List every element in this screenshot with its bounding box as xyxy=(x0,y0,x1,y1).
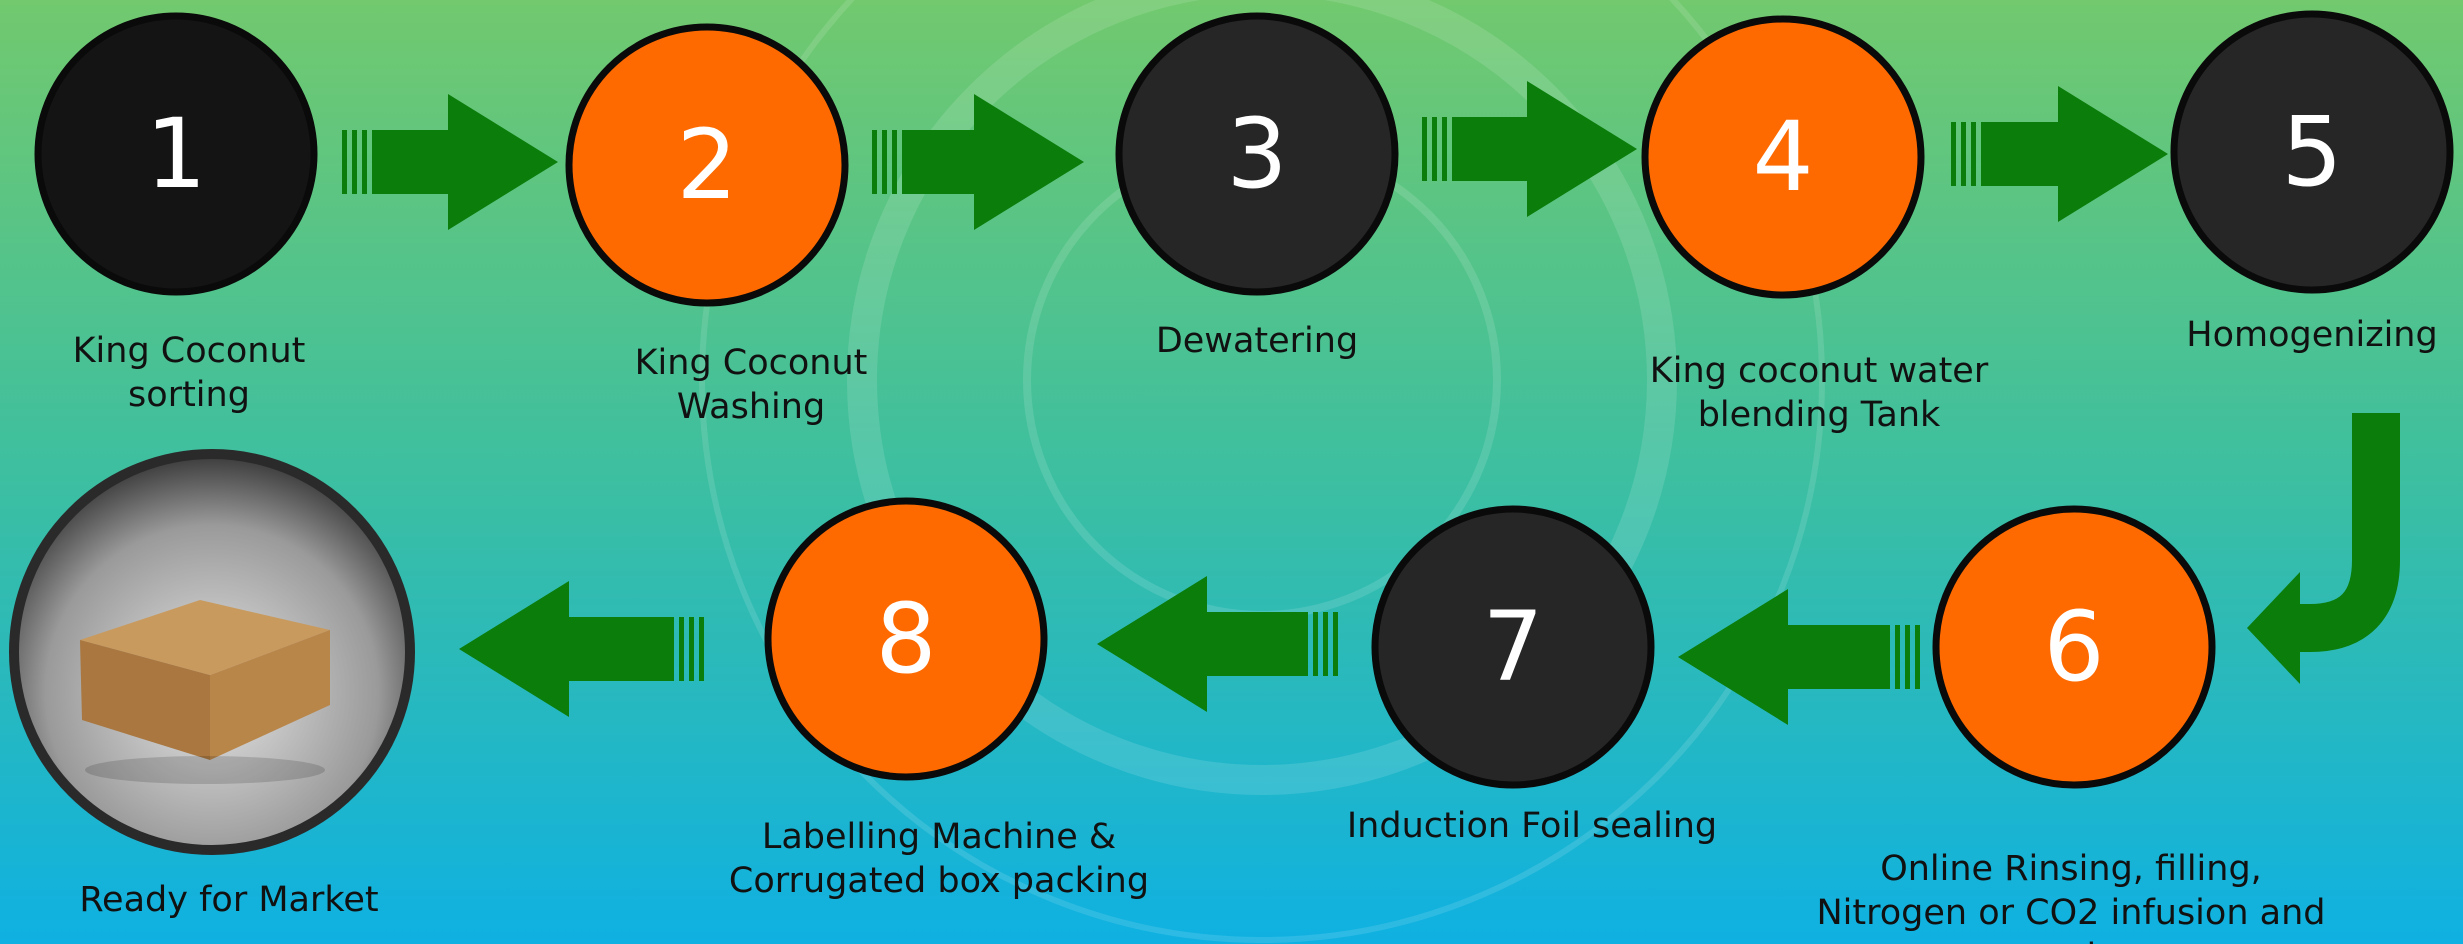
step-number: 8 xyxy=(875,583,936,695)
step-number: 2 xyxy=(676,109,737,221)
arrow-stripe xyxy=(699,617,704,681)
arrow-body xyxy=(1452,117,1527,181)
step-label: Corrugated box packing xyxy=(729,861,1149,901)
arrow-body xyxy=(569,617,674,681)
step-label: capping xyxy=(2001,937,2140,944)
arrow-stripe xyxy=(1323,612,1328,676)
arrow-stripe xyxy=(362,130,367,194)
arrow-stripe xyxy=(872,130,877,194)
arrow-stripe xyxy=(1442,117,1447,181)
step-label: King coconut water xyxy=(1650,351,1989,391)
arrow-stripe xyxy=(1333,612,1338,676)
step-number: 3 xyxy=(1226,98,1287,210)
arrow-stripe xyxy=(679,617,684,681)
arrow-stripe xyxy=(882,130,887,194)
step-label: Homogenizing xyxy=(2186,315,2437,355)
final-image xyxy=(14,454,410,850)
arrow-stripe xyxy=(1422,117,1427,181)
arrow-stripe xyxy=(689,617,694,681)
arrow-stripe xyxy=(1915,625,1920,689)
arrow-stripe xyxy=(1961,122,1966,186)
box-shadow xyxy=(85,756,325,784)
arrow-stripe xyxy=(342,130,347,194)
arrow-body xyxy=(902,130,974,194)
step-label: King Coconut xyxy=(73,331,306,371)
step-number: 5 xyxy=(2281,96,2342,208)
arrow-stripe xyxy=(1432,117,1437,181)
arrow-stripe xyxy=(1895,625,1900,689)
arrow-body xyxy=(1207,612,1308,676)
step-label: Online Rinsing, filling, xyxy=(1880,849,2262,889)
arrow-body xyxy=(372,130,448,194)
arrow-body xyxy=(1981,122,2058,186)
step-number: 1 xyxy=(145,98,206,210)
step-label: sorting xyxy=(128,375,250,415)
arrow-stripe xyxy=(1313,612,1318,676)
step-label: Induction Foil sealing xyxy=(1347,806,1717,846)
step-number: 7 xyxy=(1482,591,1543,703)
step-label: Nitrogen or CO2 infusion and xyxy=(1817,893,2326,933)
page: 1King Coconutsorting2King CoconutWashing… xyxy=(0,0,2463,944)
arrow-stripe xyxy=(892,130,897,194)
arrow-stripe xyxy=(1951,122,1956,186)
arrow-body xyxy=(1788,625,1890,689)
step-number: 6 xyxy=(2043,591,2104,703)
step-label: Dewatering xyxy=(1156,321,1358,361)
step-label: blending Tank xyxy=(1698,395,1941,435)
step-label: Washing xyxy=(677,387,825,427)
step-number: 4 xyxy=(1752,101,1813,213)
step-label: King Coconut xyxy=(635,343,868,383)
final-label: Ready for Market xyxy=(79,880,378,920)
arrow-stripe xyxy=(1905,625,1910,689)
arrow-stripe xyxy=(352,130,357,194)
arrow-stripe xyxy=(1971,122,1976,186)
step-label: Labelling Machine & xyxy=(762,817,1116,857)
process-diagram: 1King Coconutsorting2King CoconutWashing… xyxy=(0,0,2463,944)
